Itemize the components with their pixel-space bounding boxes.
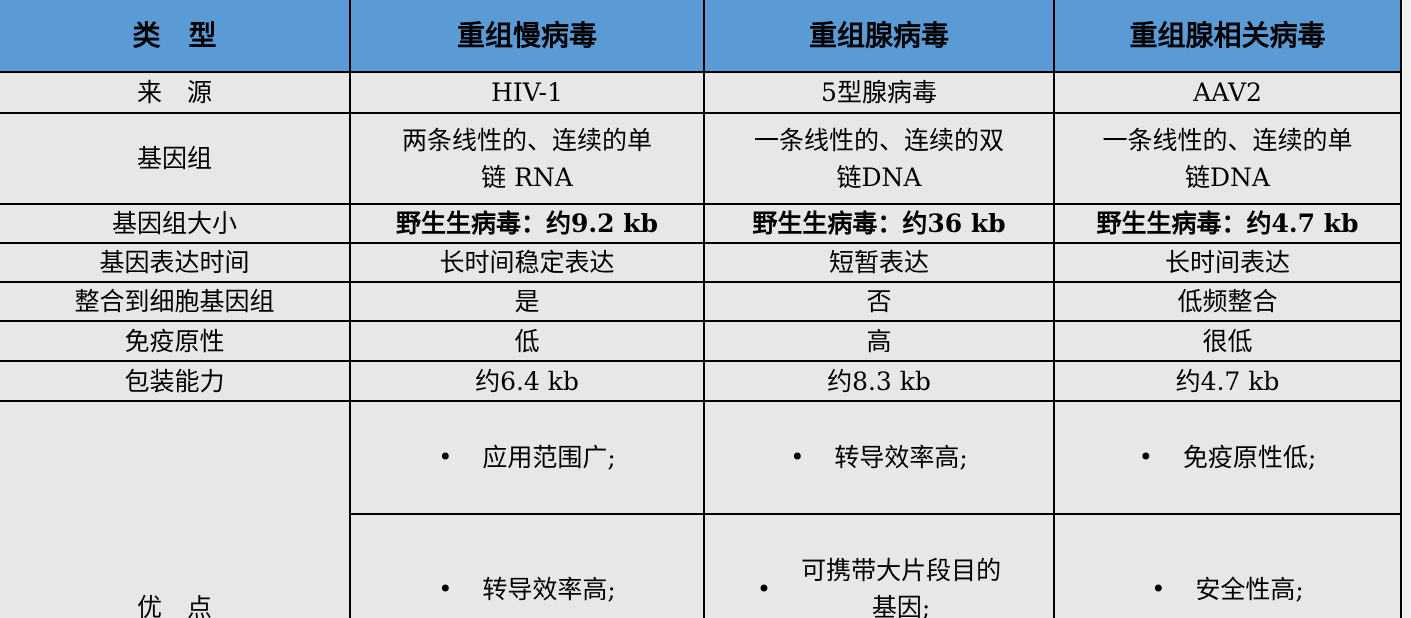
cell-source-lentivirus: HIV-1 [349,71,705,114]
advantage-text: 应用范围广; [482,443,616,472]
header-row: 类 型 重组慢病毒 重组腺病毒 重组腺相关病毒 [0,0,1402,73]
bullet-icon: • [1151,574,1166,603]
cell-advantage-lentivirus-2: • 转导效率高; [349,513,705,618]
row-advantages-1: 优 点 • 应用范围广; • 转导效率高; • 免疫原性低; [0,400,1402,618]
advantage-text: 可携带大片段目的 基因; [801,556,1002,618]
bullet-icon: • [756,574,772,603]
cell-packaging-adenovirus: 约8.3 kb [703,360,1055,402]
cell-integration-lentivirus: 是 [349,281,705,322]
cell-advantage-adenovirus-1: • 转导效率高; [703,400,1055,515]
row-label-expression-time: 基因表达时间 [0,242,351,283]
cell-genome-adenovirus: 一条线性的、连续的双 链DNA [703,112,1055,205]
header-col-aav: 重组腺相关病毒 [1053,0,1402,73]
cell-genome-size-adenovirus: 野生生病毒：约36 kb [703,203,1055,244]
cell-immunogenicity-aav: 很低 [1053,320,1402,362]
cell-genome-lentivirus: 两条线性的、连续的单 链 RNA [349,112,705,205]
cell-expression-time-adenovirus: 短暂表达 [703,242,1055,283]
cell-source-aav: AAV2 [1053,71,1402,114]
advantage-text: 转导效率高; [482,574,616,604]
row-source: 来 源 HIV-1 5型腺病毒 AAV2 [0,71,1402,114]
cell-immunogenicity-lentivirus: 低 [349,320,705,362]
row-label-advantages: 优 点 [0,400,351,618]
row-integration: 整合到细胞基因组 是 否 低频整合 [0,281,1402,322]
cell-integration-adenovirus: 否 [703,281,1055,322]
cell-genome-aav: 一条线性的、连续的单 链DNA [1053,112,1402,205]
cell-advantage-adenovirus-2: • 可携带大片段目的 基因; [703,513,1055,618]
header-col-lentivirus: 重组慢病毒 [349,0,705,73]
row-genome: 基因组 两条线性的、连续的单 链 RNA 一条线性的、连续的双 链DNA 一条线… [0,112,1402,205]
cell-genome-size-aav: 野生生病毒：约4.7 kb [1053,203,1402,244]
row-advantages-2: • 转导效率高; • 可携带大片段目的 基因; • 安全性高; [0,513,1402,618]
cell-advantage-lentivirus-1: • 应用范围广; [349,400,705,515]
row-immunogenicity: 免疫原性 低 高 很低 [0,320,1402,362]
cell-packaging-lentivirus: 约6.4 kb [349,360,705,402]
header-col-adenovirus: 重组腺病毒 [703,0,1055,73]
row-label-source: 来 源 [0,71,351,114]
bullet-icon: • [1138,443,1153,471]
cell-source-adenovirus: 5型腺病毒 [703,71,1055,114]
cell-advantage-aav-2: • 安全性高; [1053,513,1402,618]
bullet-icon: • [438,574,453,603]
cell-genome-size-lentivirus: 野生生病毒：约9.2 kb [349,203,705,244]
advantage-text: 转导效率高; [834,443,968,472]
cell-packaging-aav: 约4.7 kb [1053,360,1402,402]
row-label-immunogenicity: 免疫原性 [0,320,351,362]
row-label-packaging-capacity: 包装能力 [0,360,351,402]
advantage-text: 安全性高; [1195,574,1304,604]
row-label-integration: 整合到细胞基因组 [0,281,351,322]
cell-advantage-aav-1: • 免疫原性低; [1053,400,1402,515]
advantage-text: 免疫原性低; [1182,443,1317,472]
row-label-genome: 基因组 [0,112,351,205]
row-packaging-capacity: 包装能力 约6.4 kb 约8.3 kb 约4.7 kb [0,360,1402,402]
row-genome-size: 基因组大小 野生生病毒：约9.2 kb 野生生病毒：约36 kb 野生生病毒：约… [0,203,1402,244]
row-label-genome-size: 基因组大小 [0,203,351,244]
bullet-icon: • [790,443,805,471]
cell-expression-time-aav: 长时间表达 [1053,242,1402,283]
bullet-icon: • [438,443,453,471]
cell-integration-aav: 低频整合 [1053,281,1402,322]
header-col-type: 类 型 [0,0,351,73]
row-expression-time: 基因表达时间 长时间稳定表达 短暂表达 长时间表达 [0,242,1402,283]
cell-immunogenicity-adenovirus: 高 [703,320,1055,362]
cell-expression-time-lentivirus: 长时间稳定表达 [349,242,705,283]
